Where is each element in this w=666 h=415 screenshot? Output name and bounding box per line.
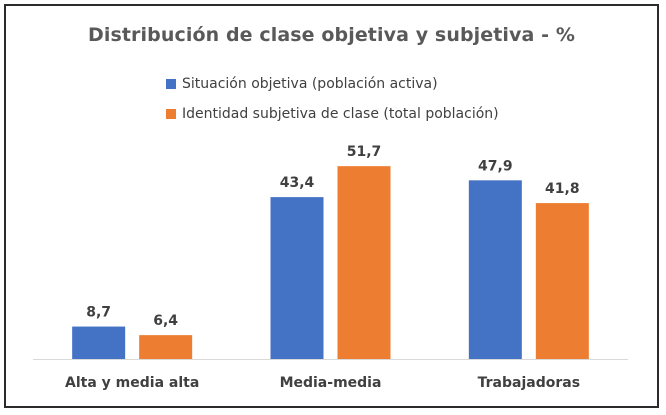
data-label-series-2-3: 41,8 xyxy=(545,181,580,197)
x-tick-label-2: Media-media xyxy=(280,375,382,391)
legend-swatch-series-2 xyxy=(166,109,176,119)
legend-label-series-2: Identidad subjetiva de clase (total pobl… xyxy=(182,106,499,122)
bar-series-1-1 xyxy=(72,326,126,359)
data-label-series-2-2: 51,7 xyxy=(347,144,382,160)
legend-item-series-2: Identidad subjetiva de clase (total pobl… xyxy=(166,99,499,129)
chart-title: Distribución de clase objetiva y subjeti… xyxy=(87,24,576,46)
legend-item-series-1: Situación objetiva (población activa) xyxy=(166,69,499,99)
x-tick-label-1: Alta y media alta xyxy=(65,375,199,391)
data-label-series-2-1: 6,4 xyxy=(153,313,178,329)
bar-series-1-3 xyxy=(468,180,522,359)
data-label-series-1-2: 43,4 xyxy=(280,175,315,191)
data-label-series-1-1: 8,7 xyxy=(86,305,111,321)
x-tick-label-3: Trabajadoras xyxy=(478,375,580,391)
chart-legend: Situación objetiva (población activa) Id… xyxy=(166,69,499,129)
legend-label-series-1: Situación objetiva (población activa) xyxy=(182,76,438,92)
legend-swatch-series-1 xyxy=(166,79,176,89)
bar-series-2-3 xyxy=(535,203,589,359)
data-label-series-1-3: 47,9 xyxy=(478,158,513,174)
bar-series-2-2 xyxy=(337,166,391,359)
bar-series-2-1 xyxy=(139,335,193,359)
bar-series-1-2 xyxy=(270,197,324,359)
